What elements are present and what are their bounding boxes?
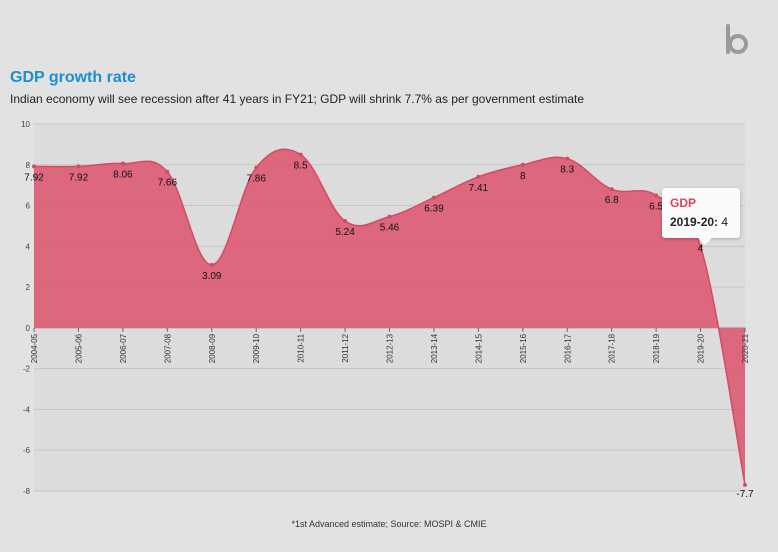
y-tick-label: 2: [26, 283, 31, 292]
x-tick-label: 2006-07: [119, 333, 128, 363]
data-label: 5.24: [335, 227, 355, 238]
y-tick-label: 6: [26, 202, 31, 211]
y-tick-label: -4: [23, 405, 31, 414]
data-point: [431, 195, 436, 200]
data-label: 7.66: [158, 178, 178, 189]
x-tick-label: 2017-18: [608, 333, 617, 363]
data-point: [565, 156, 570, 161]
tooltip-value: 4: [721, 215, 729, 229]
y-tick-label: -2: [23, 365, 31, 374]
data-point: [654, 193, 659, 198]
data-label: 8.3: [560, 165, 574, 176]
y-tick-label: 0: [26, 324, 31, 333]
x-tick-label: 2018-19: [652, 333, 661, 363]
y-tick-label: -8: [23, 487, 31, 496]
data-label: 7.92: [69, 172, 89, 183]
y-tick-label: 8: [26, 161, 31, 170]
x-tick-label: 2013-14: [430, 333, 439, 363]
x-tick-label: 2020-21: [741, 333, 750, 363]
y-tick-label: 10: [21, 120, 30, 129]
y-tick-label: 4: [26, 242, 31, 251]
data-label: 8.5: [294, 161, 308, 172]
data-label: 6.5: [649, 201, 663, 212]
data-point: [209, 262, 214, 267]
chart-footnote: *1st Advanced estimate; Source: MOSPI & …: [291, 519, 487, 529]
data-label: 3.09: [202, 271, 222, 282]
tooltip-series-name: GDP: [670, 196, 697, 210]
data-label: 8.06: [113, 170, 133, 181]
data-point: [476, 174, 481, 179]
data-label: 7.41: [469, 183, 489, 194]
x-tick-label: 2008-09: [208, 333, 217, 363]
x-tick-label: 2015-16: [519, 333, 528, 363]
data-label: 8: [520, 171, 526, 182]
x-tick-label: 2007-08: [163, 333, 172, 363]
y-tick-label: -6: [23, 446, 31, 455]
x-tick-label: 2019-20: [697, 333, 706, 363]
data-label: 6.39: [424, 204, 444, 215]
data-label: 6.8: [605, 195, 619, 206]
x-tick-label: 2011-12: [341, 333, 350, 362]
data-point: [520, 162, 525, 167]
data-point: [609, 187, 614, 192]
chart-title: GDP growth rate: [10, 69, 136, 86]
x-tick-label: 2016-17: [563, 333, 572, 363]
data-point: [254, 165, 259, 170]
data-point: [165, 169, 170, 174]
x-tick-label: 2010-11: [297, 333, 306, 362]
data-point: [343, 219, 348, 224]
data-point: [120, 161, 125, 166]
x-tick-label: 2004-05: [30, 333, 39, 363]
data-point: [698, 244, 703, 249]
data-label: 7.92: [24, 172, 44, 183]
data-point: [298, 152, 303, 157]
x-tick-label: 2009-10: [252, 333, 261, 363]
data-label: 5.46: [380, 223, 400, 234]
x-tick-label: 2005-06: [74, 333, 83, 363]
area-fill: [34, 149, 745, 485]
data-point: [32, 164, 36, 169]
data-point: [743, 482, 747, 487]
x-tick-label: 2014-15: [474, 333, 483, 363]
data-point: [387, 214, 392, 219]
x-tick-label: 2012-13: [386, 333, 395, 363]
data-label: -7.7: [736, 489, 754, 500]
data-point: [76, 164, 81, 169]
data-label: 4: [698, 243, 704, 254]
chart-subtitle: Indian economy will see recession after …: [10, 92, 585, 106]
tooltip-category: 2019-20:: [670, 215, 719, 229]
brand-logo-icon: [726, 24, 748, 54]
data-tooltip: GDP 2019-20: 4: [662, 188, 740, 245]
data-label: 7.86: [246, 174, 266, 185]
